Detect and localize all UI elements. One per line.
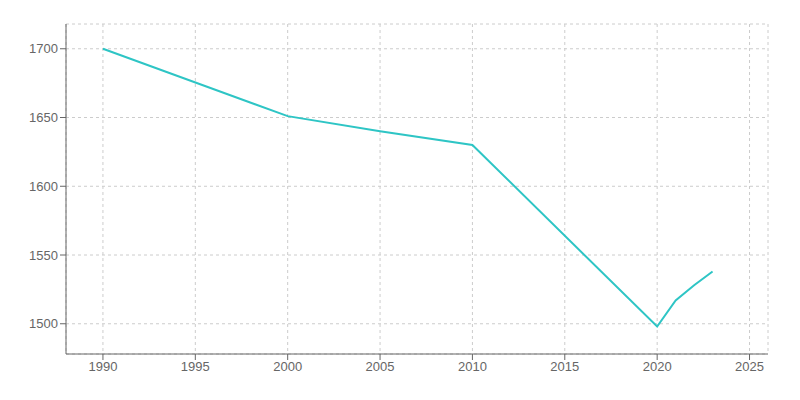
svg-text:1550: 1550: [29, 248, 58, 263]
svg-text:2000: 2000: [273, 359, 302, 374]
svg-text:2015: 2015: [550, 359, 579, 374]
svg-text:1600: 1600: [29, 179, 58, 194]
svg-text:2010: 2010: [458, 359, 487, 374]
svg-text:1500: 1500: [29, 316, 58, 331]
svg-text:1990: 1990: [88, 359, 117, 374]
svg-text:1700: 1700: [29, 41, 58, 56]
svg-text:2005: 2005: [366, 359, 395, 374]
svg-text:2020: 2020: [643, 359, 672, 374]
svg-text:1995: 1995: [181, 359, 210, 374]
svg-text:2025: 2025: [735, 359, 764, 374]
svg-text:1650: 1650: [29, 110, 58, 125]
